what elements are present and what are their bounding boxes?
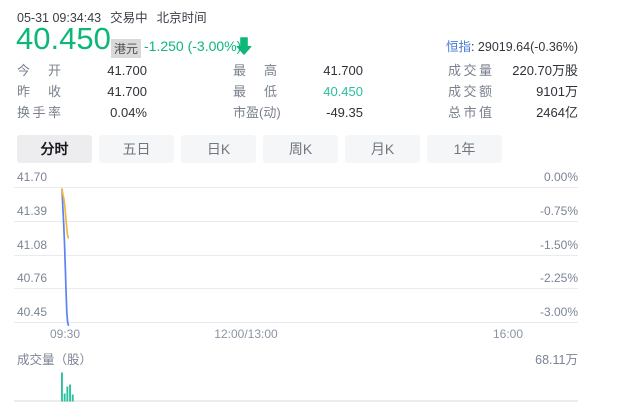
stat-volume: 成交量 220.70万股: [448, 63, 578, 78]
x-axis-label-close: 16:00: [492, 327, 524, 341]
y-axis-price-label: 40.76: [17, 271, 48, 285]
grid-line: [14, 255, 578, 256]
y-axis-percent-label: -1.50%: [539, 238, 578, 252]
tab-5day[interactable]: 五日: [99, 135, 174, 163]
tab-minute[interactable]: 分时: [17, 135, 92, 163]
y-axis-percent-label: -0.75%: [539, 204, 578, 218]
stat-market-cap: 总市值 2464亿: [448, 105, 578, 120]
currency-badge: 港元: [111, 39, 142, 58]
grid-line: [14, 288, 578, 289]
quote-datetime: 05-31 09:34:43: [17, 11, 102, 25]
stat-low: 最 低 40.450: [233, 84, 363, 99]
y-axis-percent-label: -2.25%: [539, 271, 578, 285]
stats-column-2: 最 高 41.700 最 低 40.450 市盈(动) -49.35: [233, 62, 363, 125]
down-arrow-icon: [236, 37, 252, 58]
current-price: 40.450: [16, 21, 111, 56]
volume-bar: [69, 384, 71, 402]
grid-line: [14, 221, 578, 222]
y-axis-price-label: 40.45: [17, 305, 48, 319]
index-quote: 恒指: 29019.64(-0.36%): [446, 36, 578, 55]
y-axis-price-label: 41.39: [17, 204, 48, 218]
y-axis-percent-label: 0.00%: [543, 170, 578, 184]
index-link[interactable]: 恒指: [445, 40, 471, 54]
y-axis-price-label: 41.08: [17, 238, 48, 252]
index-value: : 29019.64(-0.36%): [470, 40, 578, 54]
x-axis-label-open: 09:30: [49, 327, 81, 341]
stats-column-1: 今 开 41.700 昨 收 41.700 换手率 0.04%: [17, 62, 147, 125]
stat-high: 最 高 41.700: [233, 63, 363, 78]
price-line: [61, 188, 70, 327]
volume-bar: [61, 372, 63, 402]
stat-amount: 成交额 9101万: [448, 84, 578, 99]
stat-turnover-rate: 换手率 0.04%: [17, 105, 147, 120]
grid-line: [14, 322, 578, 323]
tab-daily-k[interactable]: 日K: [181, 135, 256, 163]
timezone-label: 北京时间: [156, 11, 207, 25]
stats-column-3: 成交量 220.70万股 成交额 9101万 总市值 2464亿: [448, 62, 578, 125]
avg_price-line: [61, 188, 70, 239]
period-tabs: 分时 五日 日K 周K 月K 1年: [17, 135, 502, 163]
stat-prev-close: 昨 收 41.700: [17, 84, 147, 99]
tab-monthly-k[interactable]: 月K: [345, 135, 420, 163]
volume-pane-label: 成交量（股）: [17, 353, 93, 367]
tab-1year[interactable]: 1年: [427, 135, 502, 163]
grid-line: [14, 187, 578, 188]
x-axis-label-noon: 12:00/13:00: [214, 327, 278, 341]
price-change: -1.250 (-3.00%): [144, 38, 242, 54]
y-axis-price-label: 41.70: [17, 170, 48, 184]
volume-scale-max: 68.11万: [535, 353, 578, 367]
quote-header: 05-31 09:34:43 交易中 北京时间: [17, 7, 216, 26]
tab-weekly-k[interactable]: 周K: [263, 135, 338, 163]
stat-open: 今 开 41.700: [17, 63, 147, 78]
market-status: 交易中: [110, 11, 148, 25]
volume-baseline: [14, 400, 578, 402]
y-axis-percent-label: -3.00%: [539, 305, 578, 319]
stat-pe-ratio: 市盈(动) -49.35: [233, 105, 363, 120]
